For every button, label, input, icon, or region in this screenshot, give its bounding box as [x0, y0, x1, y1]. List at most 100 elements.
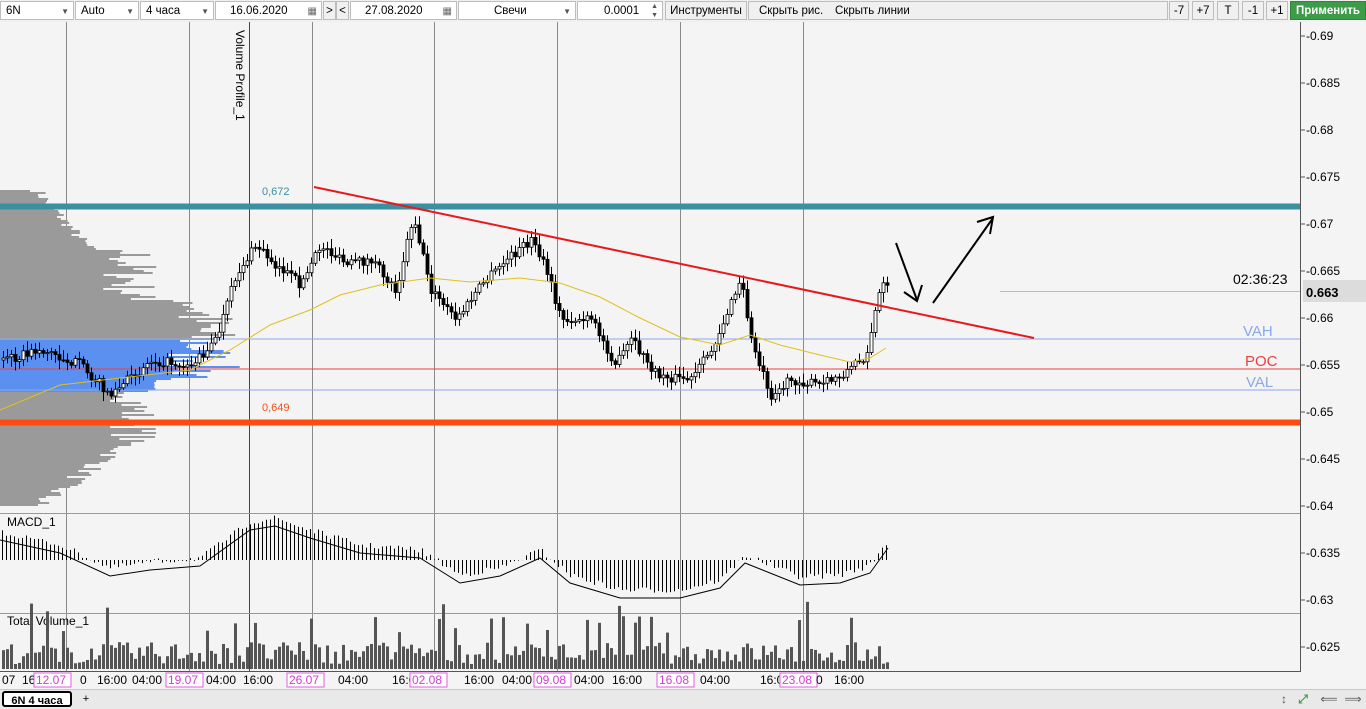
- profile-bar: [0, 270, 144, 272]
- t-button[interactable]: T: [1217, 1, 1239, 20]
- candle-body: [153, 361, 158, 364]
- volume-bar: [162, 663, 165, 669]
- candle-body: [177, 365, 182, 368]
- candle-body: [401, 261, 406, 281]
- volume-bar: [150, 642, 153, 669]
- candle-body: [373, 261, 378, 264]
- minus-7-button[interactable]: -7: [1169, 1, 1189, 20]
- scale-select[interactable]: Auto ▼: [75, 1, 139, 20]
- price-axis[interactable]: -0.69 -0.685 -0.68 -0.675 -0.67 -0.665 -0.66 -0…: [1300, 29, 1340, 654]
- candle-body: [321, 248, 326, 251]
- date-to-value: 27.08.2020: [365, 5, 423, 17]
- candle-body: [173, 364, 178, 367]
- plus-1-button[interactable]: +1: [1266, 1, 1288, 20]
- price-chart[interactable]: Volume Profile_1 0,672 0,649 VAH POC VAL…: [0, 22, 1366, 689]
- price-tick-label: -0.63: [1306, 593, 1334, 607]
- calendar-icon[interactable]: ▦: [442, 6, 452, 17]
- volume-bar: [418, 648, 421, 669]
- volume-bar: [590, 650, 593, 669]
- hide-drawings-button[interactable]: Скрыть рис.: [759, 5, 824, 17]
- candle-body: [705, 354, 710, 358]
- scroll-left-icon[interactable]: ⟸: [1320, 692, 1338, 706]
- date-from-field[interactable]: 16.06.2020 ▦: [215, 1, 322, 20]
- profile-bar: [0, 272, 153, 274]
- spinner-arrows-icon[interactable]: ▲ ▼: [651, 3, 658, 19]
- trendline[interactable]: [313, 186, 1035, 339]
- candle-body: [749, 317, 754, 339]
- candle-body: [13, 354, 18, 362]
- candle-body: [801, 382, 806, 387]
- profile-bar: [0, 502, 50, 504]
- scale-value: Auto: [81, 5, 105, 17]
- volume-bar: [50, 647, 53, 669]
- volume-bar: [198, 653, 201, 669]
- date-to-field[interactable]: 27.08.2020 ▦: [350, 1, 457, 20]
- volume-bar: [26, 653, 29, 669]
- profile-bar: [0, 428, 156, 430]
- calendar-icon[interactable]: ▦: [307, 6, 317, 17]
- profile-bar: [0, 374, 197, 376]
- nav-prev-button[interactable]: <: [336, 1, 349, 20]
- volume-bar: [10, 644, 13, 669]
- profile-bar: [0, 262, 126, 264]
- candle-body: [341, 254, 346, 263]
- volume-bar: [802, 660, 805, 669]
- volume-bar: [758, 659, 761, 669]
- arrow-up-drawing[interactable]: [932, 215, 995, 304]
- time-axis[interactable]: 07 16:0 12.07 0 16:00 04:00 19.07 04:00 16:00 26.…: [2, 672, 864, 688]
- volume-bar: [106, 607, 109, 669]
- chevron-down-icon: ▼: [201, 7, 209, 16]
- candle-body: [541, 256, 546, 260]
- volume-bar: [706, 649, 709, 669]
- profile-bar: [0, 314, 210, 316]
- profile-bar: [0, 298, 131, 300]
- profile-bar: [0, 380, 157, 382]
- volume-bar: [690, 660, 693, 669]
- volume-bar: [86, 659, 89, 669]
- plus-7-button[interactable]: +7: [1192, 1, 1214, 20]
- profile-bar: [0, 332, 216, 334]
- volume-bar: [658, 642, 661, 669]
- scroll-right-icon[interactable]: ⟹: [1344, 692, 1362, 706]
- candle-body: [733, 293, 738, 300]
- profile-bar: [0, 276, 117, 278]
- candle-body: [345, 261, 350, 266]
- minus-1-button[interactable]: -1: [1242, 1, 1264, 20]
- tab-6n-4h[interactable]: 6N 4 часа: [2, 691, 72, 707]
- price-tick-label: -0.675: [1306, 170, 1340, 184]
- profile-bar: [0, 378, 172, 380]
- candle-body: [669, 377, 674, 383]
- candle-body: [45, 352, 50, 355]
- symbol-select[interactable]: 6N ▼: [0, 1, 74, 20]
- candle-body: [877, 292, 882, 311]
- resize-icon[interactable]: ↕: [1281, 692, 1287, 706]
- volume-bar: [338, 663, 341, 669]
- candle-body: [397, 280, 402, 293]
- volume-bar: [326, 645, 329, 669]
- hide-lines-button[interactable]: Скрыть линии: [835, 5, 910, 17]
- volume-bar: [874, 656, 877, 669]
- date-label: 23.08: [782, 673, 812, 687]
- current-price-box: [1303, 280, 1366, 302]
- candle-body: [509, 251, 514, 260]
- price-tick-label: -0.66: [1306, 311, 1334, 325]
- add-tab-button[interactable]: +: [82, 693, 90, 705]
- volume-bar: [606, 643, 609, 669]
- profile-bar: [0, 386, 155, 388]
- tick-size-spinner[interactable]: 0.0001 ▲ ▼: [577, 1, 663, 20]
- arrow-down-drawing[interactable]: [895, 242, 923, 303]
- profile-bar: [0, 412, 122, 414]
- profile-bar: [0, 354, 169, 356]
- apply-button[interactable]: Применить: [1290, 1, 1366, 20]
- chart-type-select[interactable]: Свечи ▼: [458, 1, 576, 20]
- date-highlight: [779, 672, 818, 688]
- volume-bar: [766, 654, 769, 669]
- profile-bar: [0, 278, 134, 280]
- timeframe-select[interactable]: 4 часа ▼: [140, 1, 214, 20]
- instruments-button[interactable]: Инструменты: [665, 1, 747, 20]
- volume-bar: [662, 653, 665, 669]
- nav-next-button[interactable]: >: [323, 1, 336, 20]
- candle-body: [865, 352, 870, 363]
- time-label: 07: [2, 673, 16, 687]
- expand-icon[interactable]: ⤢: [1298, 692, 1308, 706]
